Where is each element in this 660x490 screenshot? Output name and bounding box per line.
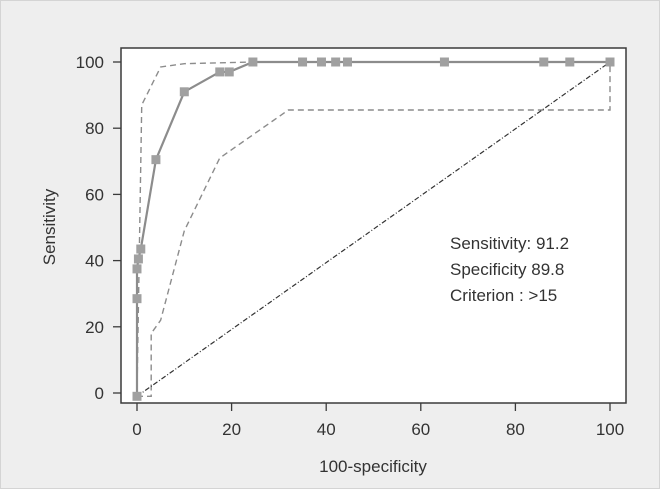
- x-tick-label: 100: [596, 420, 624, 439]
- y-tick-label: 80: [85, 119, 104, 138]
- x-tick-label: 60: [411, 420, 430, 439]
- roc-point-marker: [342, 57, 352, 67]
- y-tick-label: 20: [85, 318, 104, 337]
- roc-point-marker: [298, 57, 308, 67]
- roc-point-marker: [132, 294, 142, 304]
- sensitivity-annotation: Sensitivity: 91.2: [450, 234, 569, 253]
- criterion-annotation: Criterion : >15: [450, 286, 557, 305]
- specificity-annotation: Specificity 89.8: [450, 260, 564, 279]
- roc-point-marker: [605, 57, 615, 67]
- x-tick-label: 20: [222, 420, 241, 439]
- roc-point-marker: [215, 67, 225, 77]
- roc-point-marker: [539, 57, 549, 67]
- roc-point-marker: [316, 57, 326, 67]
- roc-point-marker: [439, 57, 449, 67]
- y-axis-title: Sensitivity: [40, 188, 59, 265]
- roc-point-marker: [132, 264, 142, 274]
- x-axis-title: 100-specificity: [319, 457, 427, 476]
- tick-layer: 0 20 40 60 80 100 0 20 40 60 80 100: [76, 53, 625, 439]
- x-tick-label: 80: [506, 420, 525, 439]
- roc-point-marker: [565, 57, 575, 67]
- y-tick-label: 60: [85, 185, 104, 204]
- roc-point-marker: [224, 67, 234, 77]
- y-tick-label: 40: [85, 252, 104, 271]
- y-tick-label: 100: [76, 53, 104, 72]
- roc-point-marker: [132, 391, 142, 401]
- marker-layer: [132, 57, 615, 401]
- y-tick-label: 0: [95, 384, 104, 403]
- roc-point-marker: [248, 57, 258, 67]
- lower-ci-line: [137, 62, 611, 398]
- x-tick-label: 0: [132, 420, 141, 439]
- roc-point-marker: [179, 87, 189, 97]
- roc-point-marker: [151, 155, 161, 165]
- x-tick-label: 40: [317, 420, 336, 439]
- reference-diagonal-line: [136, 61, 611, 397]
- plot-area: [120, 47, 627, 404]
- reference-line-layer: [136, 61, 611, 397]
- roc-point-marker: [136, 244, 146, 254]
- roc-point-marker: [133, 254, 143, 264]
- roc-point-marker: [331, 57, 341, 67]
